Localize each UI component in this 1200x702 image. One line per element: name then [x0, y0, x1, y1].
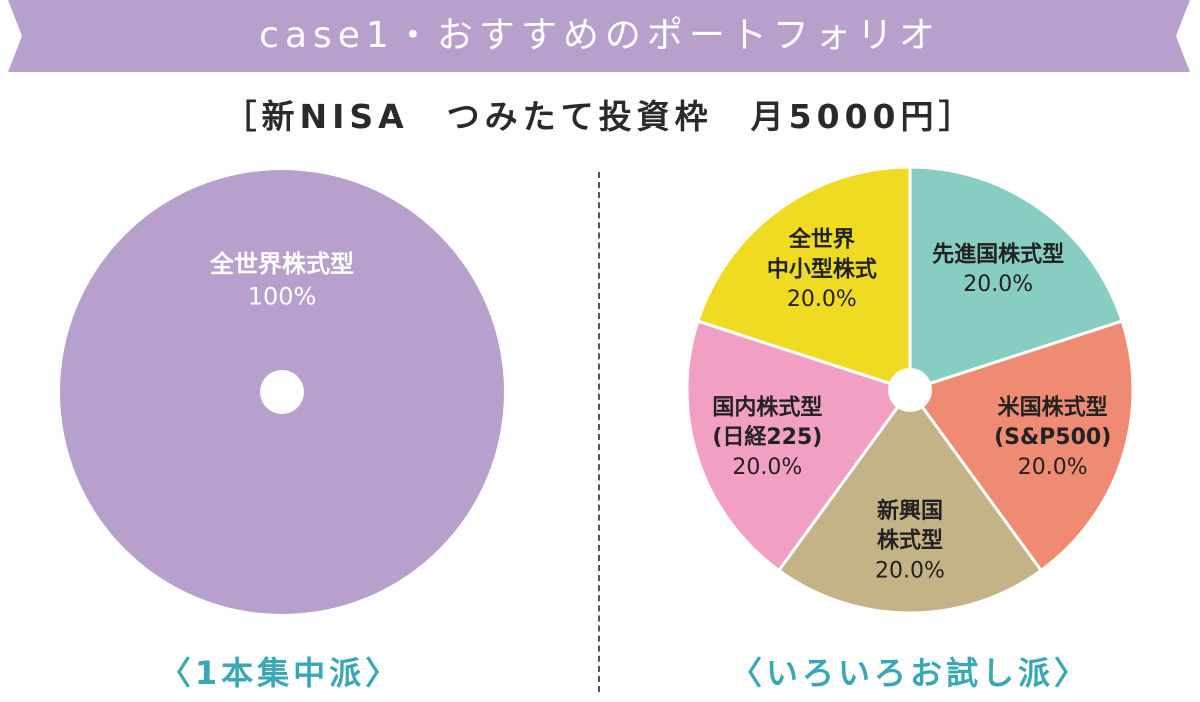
slice-label: 先進国株式型 — [932, 242, 1064, 267]
pie-slice — [908, 319, 1135, 572]
slice-value-label: 20.0% — [963, 272, 1033, 297]
title-banner — [8, 0, 1190, 72]
slice-label: 国内株式型(日経225) — [712, 395, 822, 450]
banner-title: case1・おすすめのポートフォリオ — [259, 15, 941, 56]
divider — [598, 172, 600, 692]
pie-slice — [777, 388, 1043, 615]
pie-slice — [908, 165, 1124, 392]
pie-center-hole — [260, 370, 304, 414]
slice-value-label: 100% — [248, 283, 317, 311]
slice-label: 新興国株式型 — [877, 498, 943, 554]
slice-label: 米国株式型(S&P500) — [994, 395, 1111, 450]
slice-value-label: 20.0% — [875, 558, 945, 583]
pie-slice — [685, 319, 912, 572]
slice-value-label: 20.0% — [1018, 455, 1088, 480]
pie-center-hole — [888, 368, 932, 412]
slice-label: 全世界中小型株式 — [767, 227, 877, 283]
caption-single: 〈1本集中派〉 — [158, 654, 402, 692]
slice-value-label: 20.0% — [732, 455, 802, 480]
slice-value-label: 20.0% — [787, 287, 857, 312]
slice-label: 全世界株式型 — [209, 250, 354, 278]
pie-slice — [696, 165, 912, 392]
subtitle: ［新NISA つみたて投資枠 月5000円］ — [223, 97, 977, 136]
caption-diversified: 〈いろいろお試し派〉 — [729, 654, 1090, 692]
